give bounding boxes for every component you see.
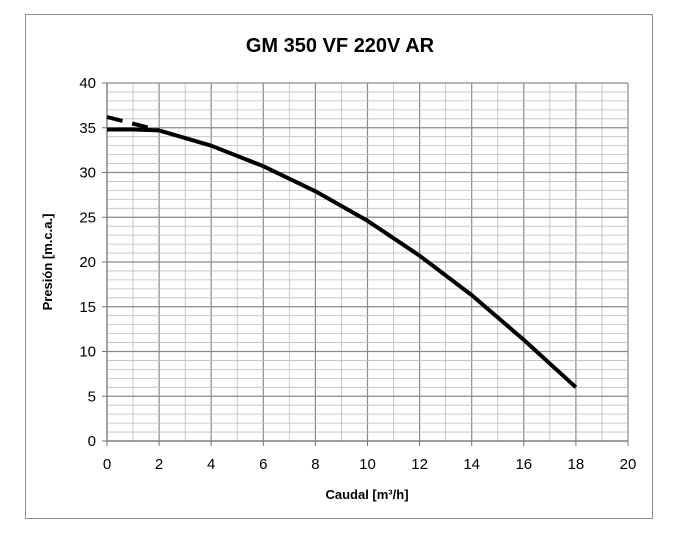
y-tick-label: 5 [88, 388, 96, 405]
x-tick-label: 12 [411, 456, 428, 473]
x-tick-label: 10 [359, 456, 376, 473]
y-tick-label: 0 [88, 433, 96, 450]
x-tick-label: 0 [103, 456, 111, 473]
x-tick-label: 18 [568, 456, 585, 473]
y-tick-label: 30 [79, 165, 96, 182]
x-tick-label: 4 [207, 456, 215, 473]
series-extrapolación [106, 115, 160, 133]
y-tick-label: 40 [79, 75, 96, 92]
x-tick-label: 8 [311, 456, 319, 473]
y-tick-label: 25 [79, 209, 96, 226]
x-tick-label: 2 [155, 456, 163, 473]
y-tick-label: 20 [79, 254, 96, 271]
y-tick-label: 35 [79, 120, 96, 137]
x-tick-label: 14 [463, 456, 480, 473]
series-curva [107, 127, 578, 389]
chart-frame [25, 14, 653, 519]
chart-title: GM 350 VF 220V AR [246, 35, 435, 57]
x-tick-label: 20 [620, 456, 637, 473]
x-tick-label: 6 [259, 456, 267, 473]
y-tick-label: 10 [79, 344, 96, 361]
y-axis-label: Presión [m.c.a.] [40, 214, 55, 311]
y-tick-label: 15 [79, 299, 96, 316]
x-axis-label: Caudal [m³/h] [325, 487, 408, 502]
x-tick-label: 16 [515, 456, 532, 473]
